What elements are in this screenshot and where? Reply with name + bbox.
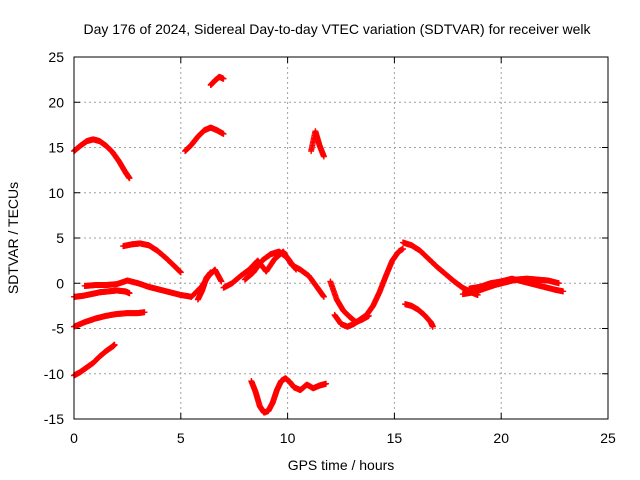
y-tick-label: 15: [48, 140, 64, 156]
series-arc-17: [71, 309, 148, 330]
x-axis-label: GPS time / hours: [288, 457, 395, 473]
series-arc-12: [327, 278, 372, 326]
data-point: [320, 293, 327, 300]
y-tick-labels: -15 -10 -5 0 5 10 15 20 25: [44, 49, 64, 427]
series-arc-9: [220, 248, 327, 300]
x-tick-label: 15: [387, 430, 403, 446]
data-point: [399, 245, 406, 252]
data-point: [429, 323, 436, 330]
y-tick-label: 25: [48, 49, 64, 65]
y-axis-label: SDTVAR / TECUs: [5, 182, 21, 294]
x-tick-label: 25: [600, 430, 616, 446]
y-tick-label: 10: [48, 185, 64, 201]
series-arc-16: [466, 275, 567, 295]
data-point: [207, 269, 214, 276]
y-tick-label: 0: [56, 275, 64, 291]
x-tick-labels: 0 5 10 15 20 25: [70, 430, 616, 446]
series-arc-4: [308, 128, 327, 160]
series-arc-5: [120, 240, 184, 276]
data-point: [220, 75, 227, 82]
data-point: [126, 175, 133, 182]
x-tick-label: 5: [177, 430, 185, 446]
series-arc-6: [71, 287, 133, 300]
x-tick-label: 0: [70, 430, 78, 446]
data-point: [555, 280, 562, 287]
data-point: [141, 309, 148, 316]
y-tick-label: -5: [52, 321, 65, 337]
y-tick-label: 5: [56, 230, 64, 246]
series-arc-2: [207, 73, 227, 89]
series-arc-1: [71, 136, 133, 182]
data-point: [177, 269, 184, 276]
series-arc-19: [248, 375, 330, 416]
series-arc-8: [194, 269, 214, 303]
data-point: [218, 278, 225, 285]
series-arc-14: [402, 301, 436, 330]
series-arc-10: [241, 248, 300, 283]
series-arc-3: [182, 124, 227, 155]
data-point: [365, 312, 372, 319]
data-point: [323, 380, 330, 387]
y-tick-label: -10: [44, 366, 64, 382]
grid-lines: [74, 57, 608, 419]
y-tick-label: -15: [44, 411, 64, 427]
x-tick-label: 10: [280, 430, 296, 446]
data-point: [126, 290, 133, 297]
data-point: [320, 153, 327, 160]
data-point: [111, 341, 118, 348]
y-tick-label: 20: [48, 94, 64, 110]
plot-frame: [73, 56, 609, 420]
data-points: [71, 73, 567, 416]
chart-title: Day 176 of 2024, Sidereal Day-to-day VTE…: [83, 21, 591, 37]
data-point: [220, 130, 227, 137]
x-tick-label: 20: [493, 430, 509, 446]
series-arc-18: [71, 341, 118, 379]
data-point: [560, 288, 567, 295]
data-point: [293, 266, 300, 273]
